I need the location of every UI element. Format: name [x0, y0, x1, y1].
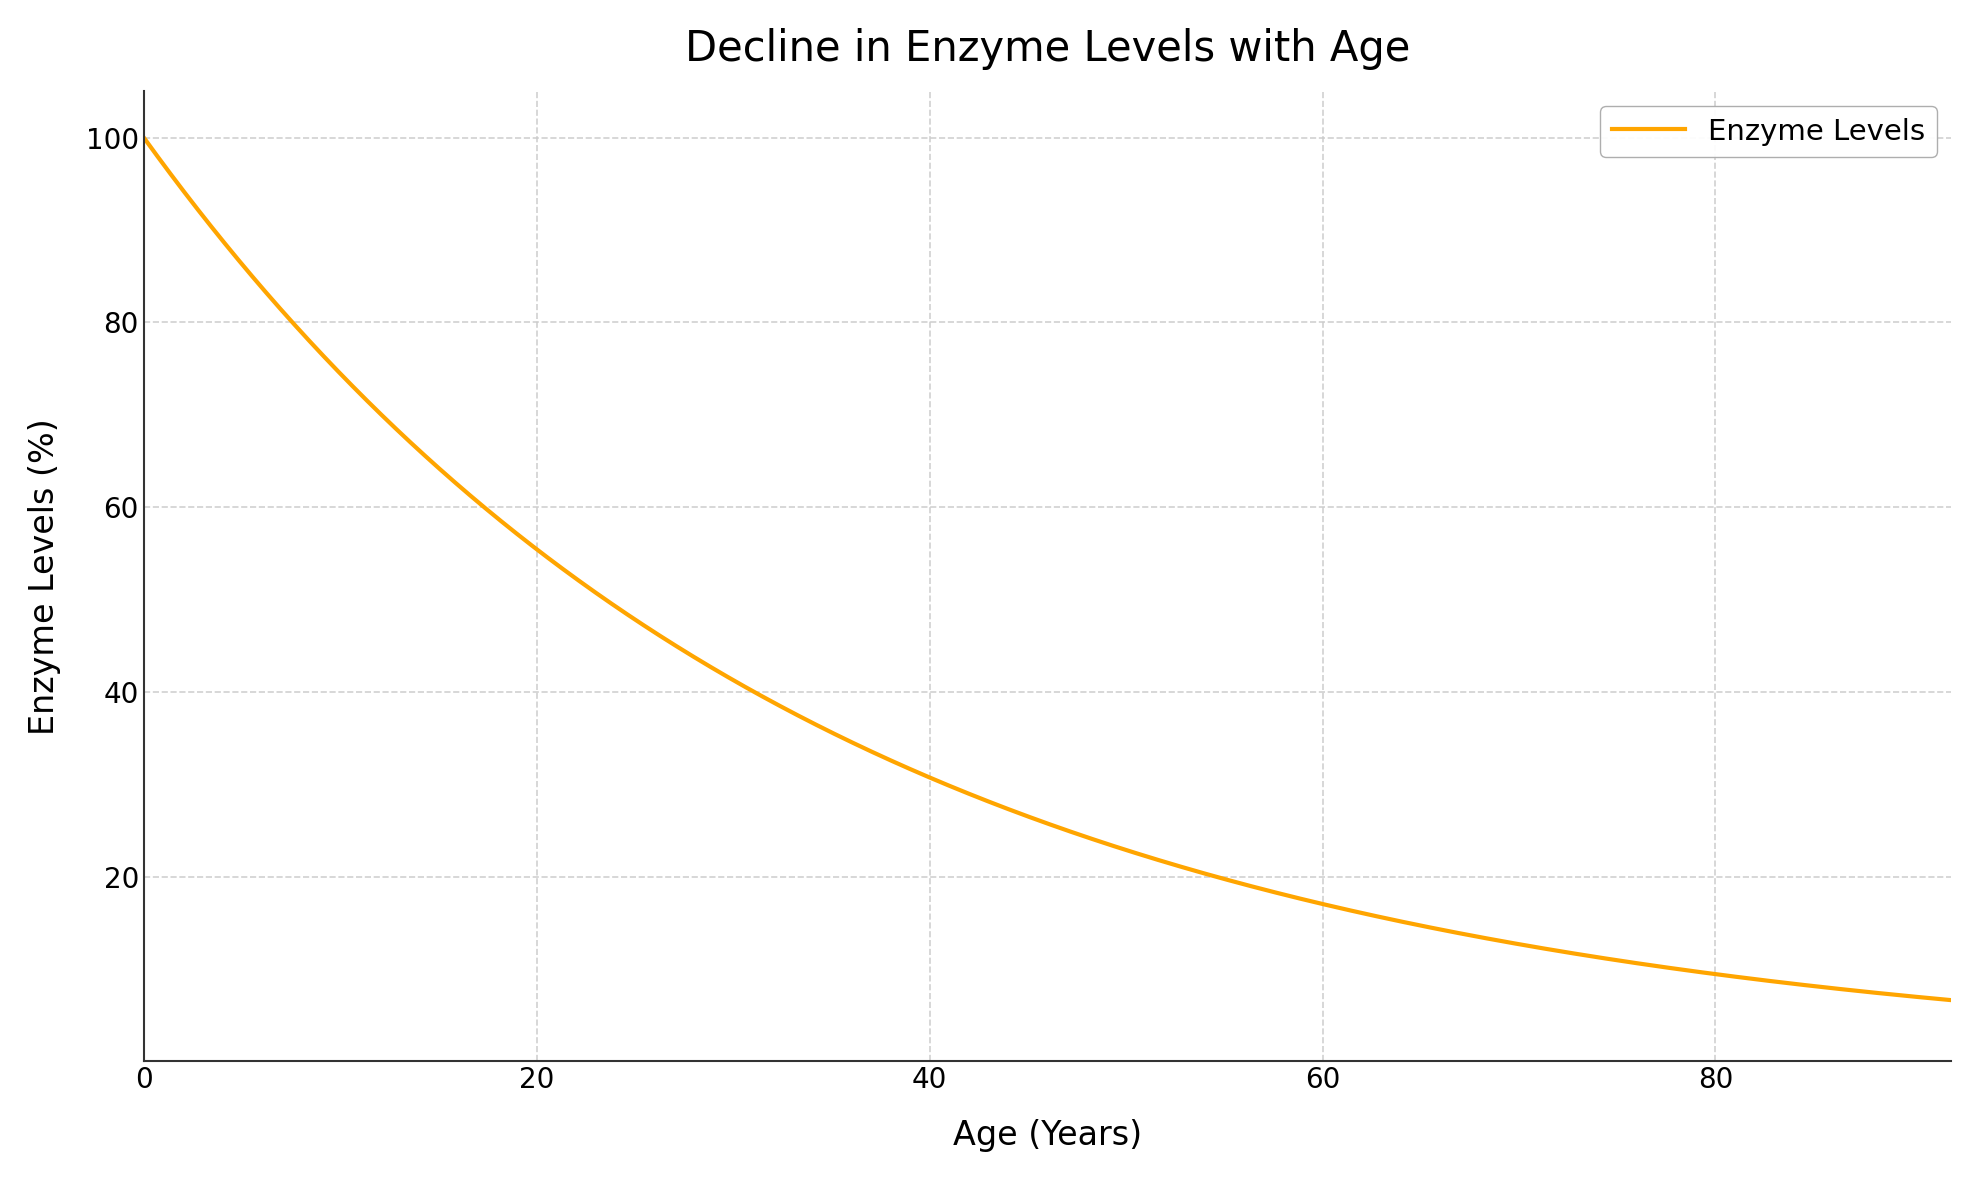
Enzyme Levels [1886, 988, 1910, 1002]
Enzyme Levels [964, 789, 988, 804]
Enzyme Levels [1939, 994, 1963, 1008]
Enzyme Levels [133, 131, 156, 145]
X-axis label: Age (Years): Age (Years) [954, 1119, 1142, 1152]
Enzyme Levels [1555, 945, 1579, 959]
Enzyme Levels [224, 250, 247, 264]
Legend: Enzyme Levels: Enzyme Levels [1599, 106, 1937, 157]
Title: Decline in Enzyme Levels with Age: Decline in Enzyme Levels with Age [685, 28, 1411, 70]
Enzyme Levels [1011, 807, 1035, 821]
Enzyme Levels [1886, 988, 1910, 1002]
Y-axis label: Enzyme Levels (%): Enzyme Levels (%) [28, 418, 61, 735]
Line: Enzyme Levels: Enzyme Levels [144, 138, 1951, 1001]
